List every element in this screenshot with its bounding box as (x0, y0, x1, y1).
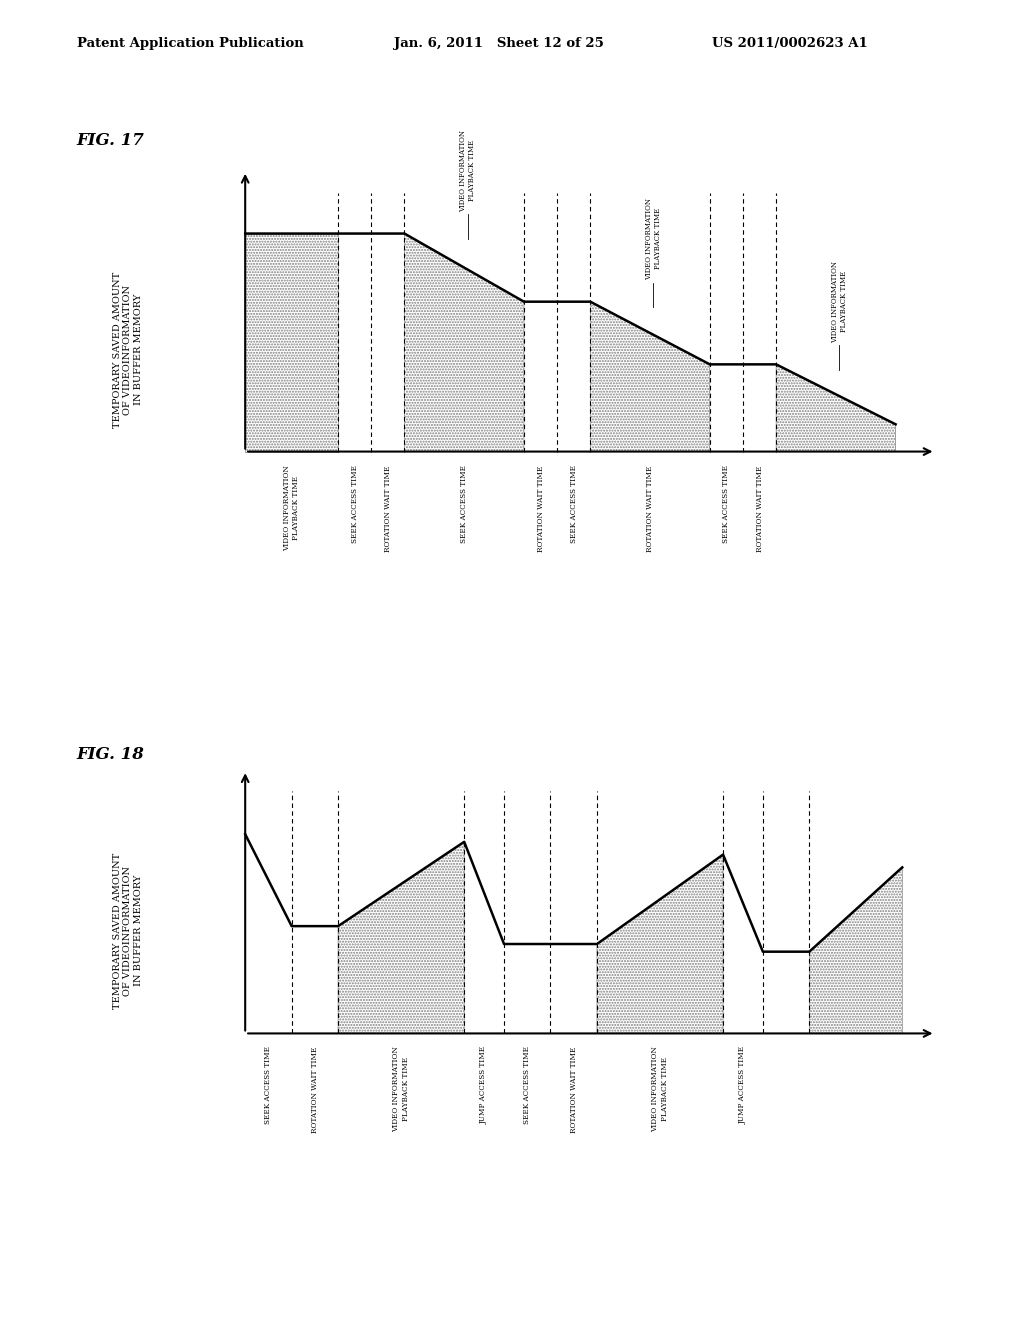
Text: Patent Application Publication: Patent Application Publication (77, 37, 303, 50)
Text: VIDEO INFORMATION
PLAYBACK TIME: VIDEO INFORMATION PLAYBACK TIME (392, 1047, 410, 1133)
Polygon shape (590, 302, 710, 451)
Text: VIDEO INFORMATION
PLAYBACK TIME: VIDEO INFORMATION PLAYBACK TIME (283, 465, 300, 550)
Text: SEEK ACCESS TIME: SEEK ACCESS TIME (350, 465, 358, 544)
Text: SEEK ACCESS TIME: SEEK ACCESS TIME (569, 465, 578, 544)
Text: SEEK ACCESS TIME: SEEK ACCESS TIME (460, 465, 468, 544)
Text: SEEK ACCESS TIME: SEEK ACCESS TIME (722, 465, 730, 544)
Text: VIDEO INFORMATION
PLAYBACK TIME: VIDEO INFORMATION PLAYBACK TIME (459, 129, 476, 211)
Text: VIDEO INFORMATION
PLAYBACK TIME: VIDEO INFORMATION PLAYBACK TIME (645, 198, 662, 280)
Polygon shape (597, 854, 723, 1034)
Text: SEEK ACCESS TIME: SEEK ACCESS TIME (523, 1047, 531, 1125)
Polygon shape (245, 234, 338, 451)
Text: VIDEO INFORMATION
PLAYBACK TIME: VIDEO INFORMATION PLAYBACK TIME (651, 1047, 669, 1133)
Text: VIDEO INFORMATION
PLAYBACK TIME: VIDEO INFORMATION PLAYBACK TIME (830, 260, 848, 343)
Text: ROTATION WAIT TIME: ROTATION WAIT TIME (569, 1047, 578, 1133)
Text: ROTATION WAIT TIME: ROTATION WAIT TIME (384, 465, 392, 552)
Text: FIG. 17: FIG. 17 (77, 132, 144, 149)
Text: SEEK ACCESS TIME: SEEK ACCESS TIME (264, 1047, 272, 1125)
Text: TEMPORARY SAVED AMOUNT
OF VIDEOINFORMATION
IN BUFFER MEMORY: TEMPORARY SAVED AMOUNT OF VIDEOINFORMATI… (113, 272, 143, 428)
Polygon shape (404, 234, 524, 451)
Text: Jan. 6, 2011   Sheet 12 of 25: Jan. 6, 2011 Sheet 12 of 25 (394, 37, 604, 50)
Text: TEMPORARY SAVED AMOUNT
OF VIDEOINFORMATION
IN BUFFER MEMORY: TEMPORARY SAVED AMOUNT OF VIDEOINFORMATI… (113, 853, 143, 1008)
Text: JUMP ACCESS TIME: JUMP ACCESS TIME (480, 1047, 488, 1125)
Text: JUMP ACCESS TIME: JUMP ACCESS TIME (739, 1047, 746, 1125)
Polygon shape (776, 364, 896, 451)
Text: FIG. 18: FIG. 18 (77, 746, 144, 763)
Text: ROTATION WAIT TIME: ROTATION WAIT TIME (756, 465, 764, 552)
Polygon shape (338, 842, 464, 1034)
Text: ROTATION WAIT TIME: ROTATION WAIT TIME (537, 465, 545, 552)
Text: US 2011/0002623 A1: US 2011/0002623 A1 (712, 37, 867, 50)
Text: ROTATION WAIT TIME: ROTATION WAIT TIME (646, 465, 654, 552)
Polygon shape (809, 867, 902, 1034)
Text: ROTATION WAIT TIME: ROTATION WAIT TIME (311, 1047, 318, 1133)
